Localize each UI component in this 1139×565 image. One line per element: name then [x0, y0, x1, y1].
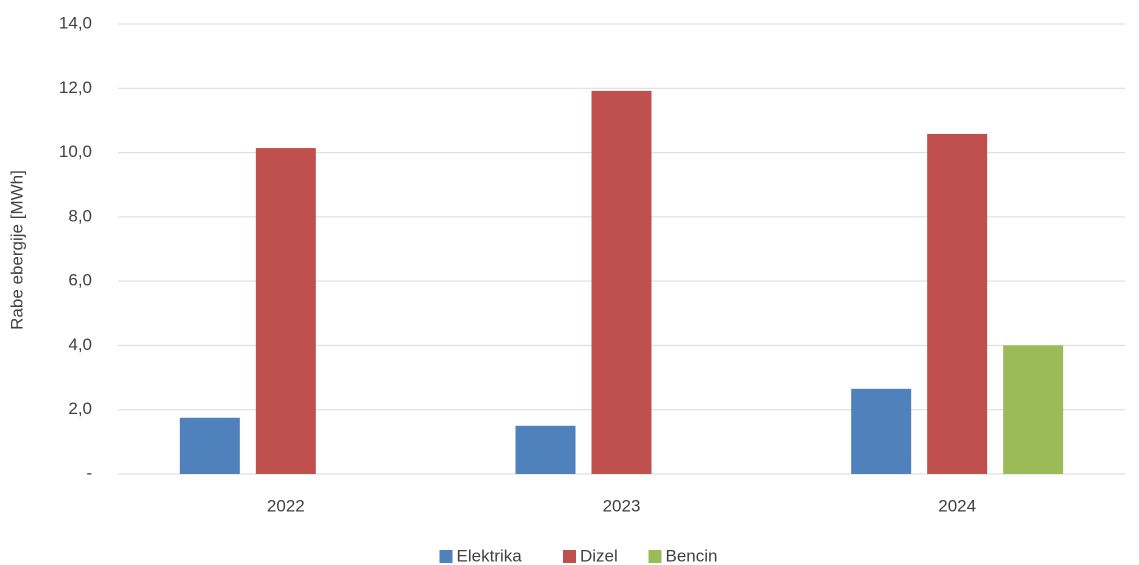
y-tick-label: 6,0: [68, 271, 92, 290]
x-tick-label: 2022: [267, 496, 305, 515]
x-tick-label: 2024: [938, 496, 976, 515]
y-tick-label: 10,0: [59, 142, 92, 161]
bar: [179, 417, 240, 474]
bar: [927, 133, 988, 474]
y-tick-label: 4,0: [68, 335, 92, 354]
y-tick-label: 2,0: [68, 399, 92, 418]
bar: [255, 148, 316, 475]
x-tick-label: 2023: [603, 496, 641, 515]
legend-label: Bencin: [666, 546, 718, 565]
bar: [851, 388, 912, 474]
legend-swatch: [648, 550, 662, 563]
y-tick-label: 12,0: [59, 78, 92, 97]
y-tick-label: -: [86, 463, 92, 482]
legend-label: Dizel: [580, 546, 618, 565]
y-tick-label: 14,0: [59, 13, 92, 32]
y-tick-label: 8,0: [68, 206, 92, 225]
legend-swatch: [439, 550, 453, 563]
y-axis-title: Rabe ebergije [MWh]: [7, 170, 26, 330]
legend-swatch: [563, 550, 576, 563]
bar: [591, 90, 652, 474]
bar: [1003, 345, 1064, 474]
bar: [515, 425, 576, 474]
legend-label: Elektrika: [457, 546, 523, 565]
